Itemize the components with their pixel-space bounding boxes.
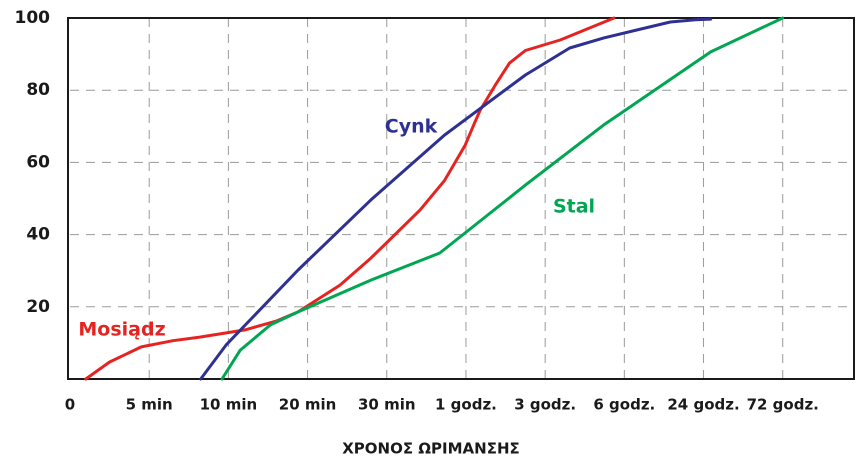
series-line xyxy=(220,16,785,381)
x-tick-label: 72 godz. xyxy=(747,396,819,414)
x-tick-label: 20 min xyxy=(279,396,337,414)
series-line xyxy=(84,16,616,381)
y-tick-label: 100 xyxy=(15,8,51,28)
series-line xyxy=(199,17,713,381)
x-tick-label: 30 min xyxy=(358,396,416,414)
x-tick-label: 1 godz. xyxy=(435,396,497,414)
x-tick-label: 6 godz. xyxy=(593,396,655,414)
plot-frame xyxy=(67,17,855,380)
y-tick-label: 60 xyxy=(26,152,50,172)
series-label: Stal xyxy=(553,196,595,218)
y-tick-label: 40 xyxy=(26,225,50,245)
x-tick-label: 0 xyxy=(65,396,75,414)
x-tick-label: 10 min xyxy=(200,396,258,414)
y-tick-label: 80 xyxy=(26,80,50,100)
series-label: Cynk xyxy=(385,116,438,138)
x-axis-label: ΧΡΟΝΟΣ ΩΡΙΜΑΝΣΗΣ xyxy=(342,440,520,458)
x-tick-label: 24 godz. xyxy=(667,396,739,414)
x-tick-label: 3 godz. xyxy=(514,396,576,414)
series-label: Mosiądz xyxy=(78,319,165,341)
x-tick-label: 5 min xyxy=(126,396,173,414)
y-tick-label: 20 xyxy=(26,297,50,317)
